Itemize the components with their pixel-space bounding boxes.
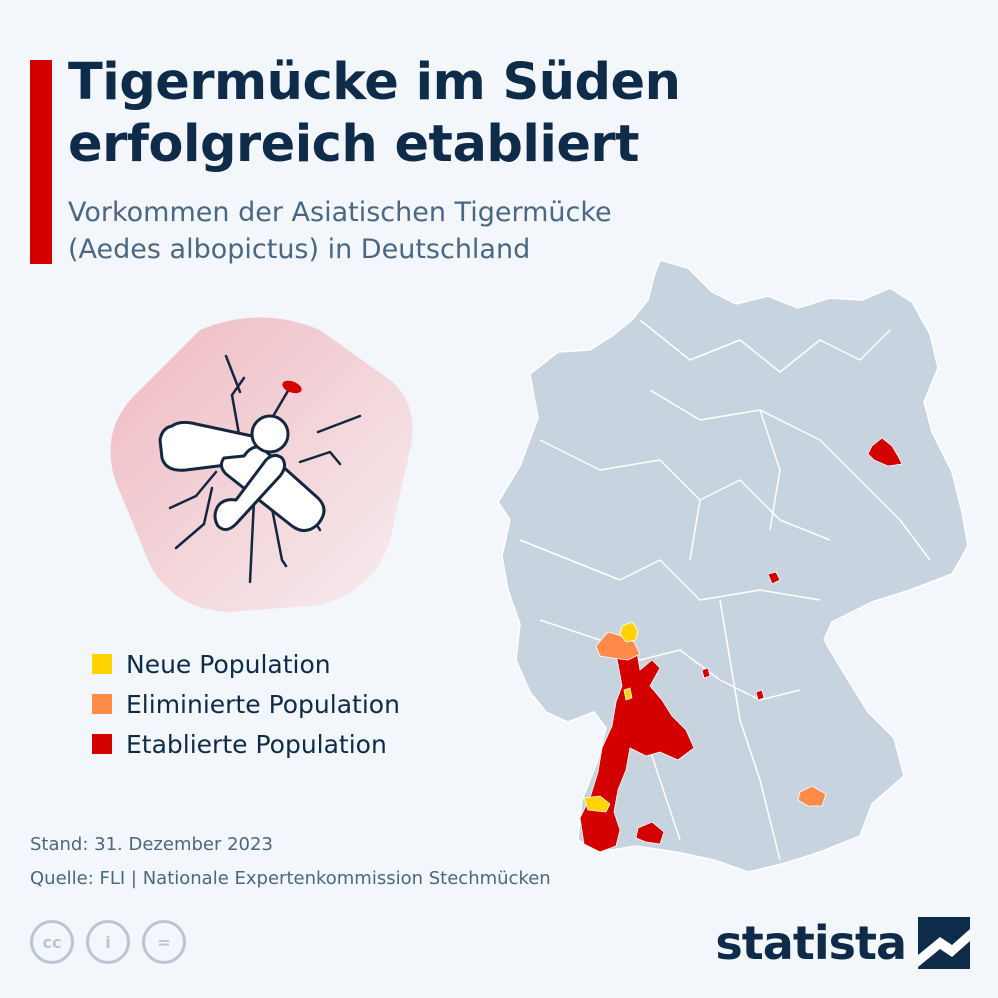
lake-constance-area [635, 821, 665, 845]
upper-rhine-corridor [579, 633, 695, 853]
accent-bar [30, 60, 52, 264]
mosquito-body [158, 414, 326, 532]
neue-population-areas [583, 621, 639, 813]
cc-icon[interactable]: cc [30, 920, 74, 964]
eliminierte-population-areas [595, 631, 827, 807]
map-legend: Neue Population Eliminierte Population E… [92, 644, 400, 764]
subtitle-line-1: Vorkommen der Asiatischen Tigermücke [68, 197, 612, 228]
legend-item-eliminierte: Eliminierte Population [92, 684, 400, 724]
stand-date: Stand: 31. Dezember 2023 [30, 834, 273, 855]
legend-label-neue: Neue Population [126, 649, 331, 679]
heidelberg-new [623, 687, 633, 701]
statista-logo[interactable]: statista [715, 916, 970, 970]
legend-item-neue: Neue Population [92, 644, 400, 684]
legend-swatch-neue [92, 654, 112, 674]
legend-label-etablierte: Etablierte Population [126, 729, 387, 759]
rhine-main-eliminated [595, 631, 641, 661]
freiburg-new [583, 795, 611, 813]
bavaria-spot-north [701, 667, 711, 679]
subtitle-line-2: (Aedes albopictus) in Deutschland [68, 234, 531, 265]
munich-eliminated [797, 785, 827, 807]
legend-item-etablierte: Etablierte Population [92, 724, 400, 764]
legend-swatch-eliminierte [92, 694, 112, 714]
frankfurt-new [619, 621, 639, 643]
page-subtitle: Vorkommen der Asiatischen Tigermücke (Ae… [68, 194, 748, 268]
legend-swatch-etablierte [92, 734, 112, 754]
thuringia-spot [767, 571, 781, 585]
legend-label-eliminierte: Eliminierte Population [126, 689, 400, 719]
license-icons: cc i = [30, 920, 186, 964]
equals-icon[interactable]: = [142, 920, 186, 964]
mosquito-proboscis-tip [282, 380, 302, 394]
title-line-1: Tigermücke im Süden [68, 53, 681, 112]
page-title: Tigermücke im Süden erfolgreich etablier… [68, 52, 768, 176]
source-note: Quelle: FLI | Nationale Expertenkommissi… [30, 868, 551, 889]
bavaria-spot-central [755, 689, 765, 701]
statista-logo-icon [918, 917, 970, 969]
title-line-2: erfolgreich etabliert [68, 115, 639, 174]
berlin-area [867, 437, 903, 467]
person-icon[interactable]: i [86, 920, 130, 964]
etablierte-population-areas [579, 437, 903, 853]
statista-wordmark: statista [715, 916, 907, 970]
